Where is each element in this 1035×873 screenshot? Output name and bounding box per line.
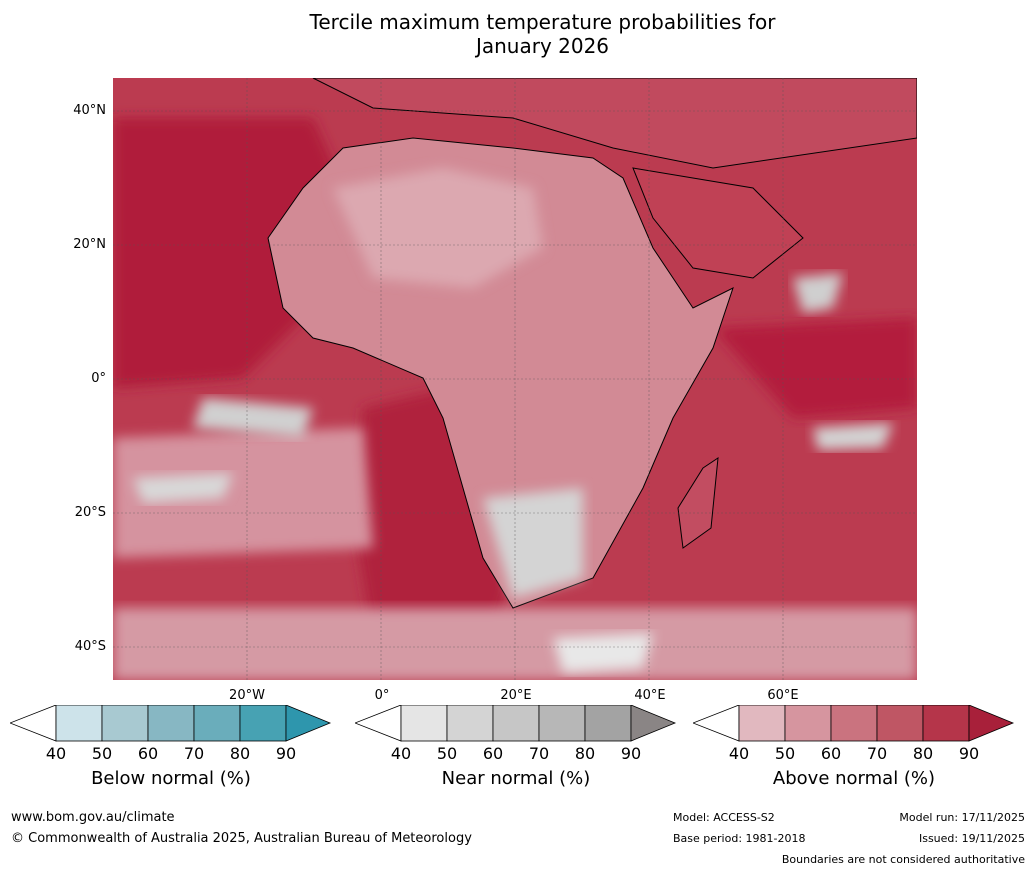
footer-model-run: Model run: 17/11/2025 — [899, 811, 1025, 824]
colorbar-near-bin-5 — [584, 704, 632, 742]
lon-label-20e: 20°E — [500, 688, 532, 703]
madagascar-land — [677, 456, 719, 549]
colorbar-below-tick: 50 — [91, 744, 113, 763]
lon-label-0: 0° — [374, 688, 390, 703]
colorbar-near-svg — [353, 704, 677, 742]
colorbar-below-tick: 70 — [183, 744, 205, 763]
colorbar-near — [353, 704, 677, 747]
colorbar-near-max-arrow — [630, 704, 677, 742]
map-svg — [113, 78, 917, 680]
colorbar-below-max-arrow — [285, 704, 332, 742]
colorbar-above-tick: 90 — [958, 744, 980, 763]
colorbar-below-bin-4 — [193, 704, 241, 742]
colorbar-above-tick: 50 — [774, 744, 796, 763]
colorbar-near-tick: 60 — [482, 744, 504, 763]
colorbar-above-bin-3 — [830, 704, 878, 742]
footer-disclaimer: Boundaries are not considered authoritat… — [781, 853, 1025, 866]
colorbar-below-bin-3 — [147, 704, 195, 742]
colorbar-below-tick: 90 — [275, 744, 297, 763]
colorbar-near-label: Near normal (%) — [441, 768, 591, 789]
colorbar-below-svg — [8, 704, 332, 742]
footer-issued: Issued: 19/11/2025 — [918, 832, 1025, 845]
arabia-land — [632, 167, 804, 279]
colorbar-below-bin-1 — [55, 704, 103, 742]
lat-label-40n: 40°N — [73, 103, 106, 118]
colorbar-above-bin-1 — [738, 704, 786, 742]
colorbar-near-min-arrow — [353, 704, 402, 742]
colorbar-near-bin-4 — [538, 704, 586, 742]
colorbar-near-tick: 50 — [436, 744, 458, 763]
colorbar-above-bin-2 — [784, 704, 832, 742]
colorbar-near-tick: 80 — [574, 744, 596, 763]
colorbar-below — [8, 704, 332, 747]
lat-label-20n: 20°N — [73, 237, 106, 252]
colorbar-above — [691, 704, 1015, 747]
lat-label-0: 0° — [91, 371, 106, 386]
colorbar-near-tick: 70 — [528, 744, 550, 763]
colorbar-near-bin-2 — [446, 704, 494, 742]
lat-label-20s: 20°S — [74, 505, 106, 520]
probability-map — [113, 78, 917, 680]
lat-label-40s: 40°S — [74, 639, 106, 654]
colorbar-above-max-arrow — [968, 704, 1015, 742]
colorbar-above-svg — [691, 704, 1015, 742]
title-line-2: January 2026 — [475, 34, 610, 58]
lon-label-20w: 20°W — [229, 688, 265, 703]
colorbar-below-bin-2 — [101, 704, 149, 742]
colorbar-below-tick: 80 — [229, 744, 251, 763]
title-line-1: Tercile maximum temperature probabilitie… — [309, 10, 776, 34]
colorbar-above-tick: 70 — [866, 744, 888, 763]
lon-label-60e: 60°E — [767, 688, 799, 703]
colorbar-below-tick: 40 — [45, 744, 67, 763]
footer-website: www.bom.gov.au/climate — [11, 810, 175, 825]
footer-model: Model: ACCESS-S2 — [673, 811, 775, 824]
colorbar-above-label: Above normal (%) — [772, 768, 936, 789]
colorbar-above-bin-5 — [922, 704, 970, 742]
lon-label-40e: 40°E — [634, 688, 666, 703]
colorbar-above-bin-4 — [876, 704, 924, 742]
footer-copyright: © Commonwealth of Australia 2025, Austra… — [11, 831, 472, 846]
colorbar-above-tick: 40 — [728, 744, 750, 763]
colorbar-below-label: Below normal (%) — [91, 768, 251, 789]
chart-title: Tercile maximum temperature probabilitie… — [0, 10, 1035, 58]
graticule — [113, 78, 917, 680]
colorbar-near-bin-1 — [400, 704, 448, 742]
footer-base-period: Base period: 1981-2018 — [673, 832, 806, 845]
colorbar-above-min-arrow — [691, 704, 740, 742]
colorbar-near-bin-3 — [492, 704, 540, 742]
colorbar-above-tick: 60 — [820, 744, 842, 763]
colorbar-below-bin-5 — [239, 704, 287, 742]
colorbar-above-tick: 80 — [912, 744, 934, 763]
colorbar-below-min-arrow — [8, 704, 57, 742]
colorbar-below-tick: 60 — [137, 744, 159, 763]
colorbar-near-tick: 40 — [390, 744, 412, 763]
europe-land — [312, 78, 917, 169]
colorbar-near-tick: 90 — [620, 744, 642, 763]
